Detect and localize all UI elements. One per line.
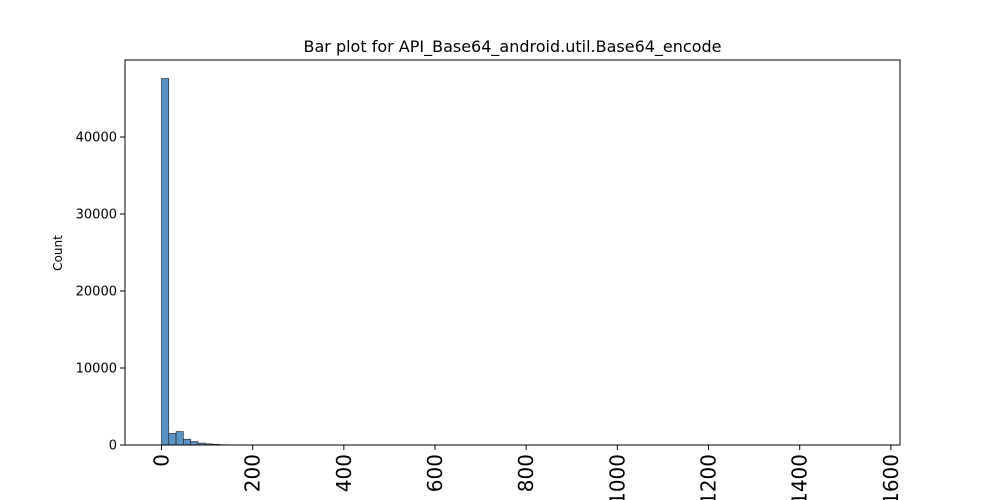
chart-title: Bar plot for API_Base64_android.util.Bas… xyxy=(304,37,722,57)
y-axis-ticks: 0 10000 20000 30000 40000 xyxy=(76,131,125,454)
x-tick-label: 600 xyxy=(423,454,447,492)
y-tick-label: 40000 xyxy=(76,131,117,146)
bar xyxy=(175,431,184,446)
bar xyxy=(161,78,170,446)
bar xyxy=(183,438,191,446)
y-tick-label: 10000 xyxy=(76,362,117,377)
x-tick-label: 1400 xyxy=(788,454,812,500)
bar xyxy=(168,433,177,446)
y-axis-label: Count xyxy=(51,235,65,271)
bars xyxy=(161,78,235,446)
x-tick-label: 200 xyxy=(241,454,265,492)
x-tick-label: 1600 xyxy=(879,454,903,500)
x-axis-ticks: 0 200 400 600 800 1000 1200 1400 1600 xyxy=(149,445,903,500)
y-tick-label: 0 xyxy=(109,439,117,454)
x-tick-label: 800 xyxy=(514,454,538,492)
y-tick-label: 20000 xyxy=(76,285,117,300)
x-tick-label: 0 xyxy=(149,454,173,467)
bar xyxy=(190,441,199,446)
x-tick-label: 1000 xyxy=(605,454,629,500)
x-tick-label: 1200 xyxy=(697,454,721,500)
x-tick-label: 400 xyxy=(332,454,356,492)
plot-area-frame xyxy=(124,59,901,446)
y-tick-label: 30000 xyxy=(76,208,117,223)
